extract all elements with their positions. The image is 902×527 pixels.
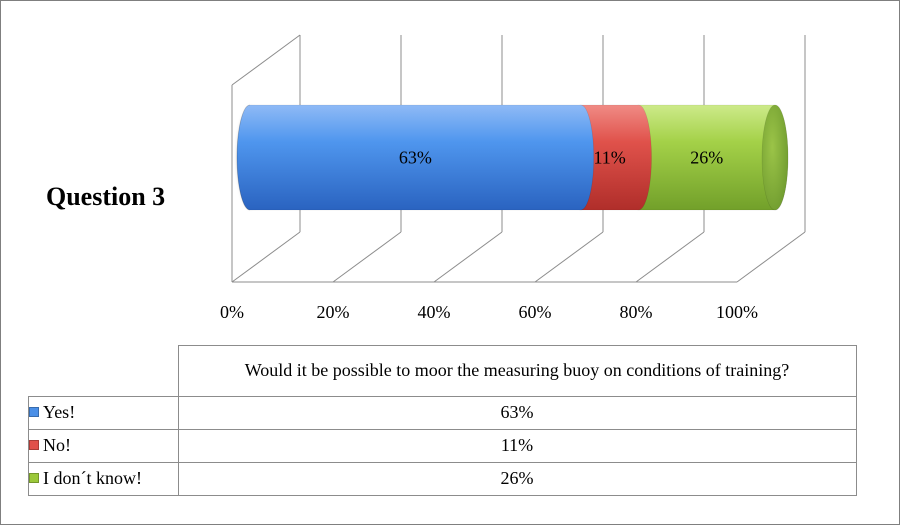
legend-key-no: No! [28,428,179,463]
category-label: Question 3 [46,182,166,211]
legend-label: Yes! [43,402,76,422]
legend-key-yes: Yes! [28,395,179,430]
left-wall-top [231,34,301,86]
table-corner [28,345,179,397]
gridline-floor [433,231,503,283]
tick-label: 100% [716,302,758,322]
gridline-floor [534,231,604,283]
table-value: 63% [177,395,857,430]
tick-label: 40% [418,302,451,322]
legend-label: I don´t know! [43,468,142,488]
gridline-floor [736,231,806,283]
tick-label: 20% [317,302,350,322]
table-row: No! 11% [28,428,857,463]
legend-swatch [29,440,39,450]
bar-segment [236,104,595,211]
gridline-floor [231,231,301,283]
table-row: Yes! 63% [28,395,857,430]
data-label: 26% [690,148,723,168]
tick-label: 80% [620,302,653,322]
data-table: Would it be possible to moor the measuri… [28,345,857,496]
bar-left-edge [236,104,251,211]
tick-label: 0% [220,302,244,322]
legend-key-dont-know: I don´t know! [28,461,179,496]
table-value: 26% [177,461,857,496]
gridline-floor [332,231,402,283]
table-header: Would it be possible to moor the measuri… [177,345,857,397]
legend-label: No! [43,435,71,455]
data-label: 63% [399,148,432,168]
tick-label: 60% [519,302,552,322]
legend-swatch [29,407,39,417]
table-value: 11% [177,428,857,463]
legend-swatch [29,473,39,483]
table-row: I don´t know! 26% [28,461,857,496]
data-label: 11% [593,148,625,168]
gridline-floor [635,231,705,283]
bar-end-cap [761,104,789,211]
